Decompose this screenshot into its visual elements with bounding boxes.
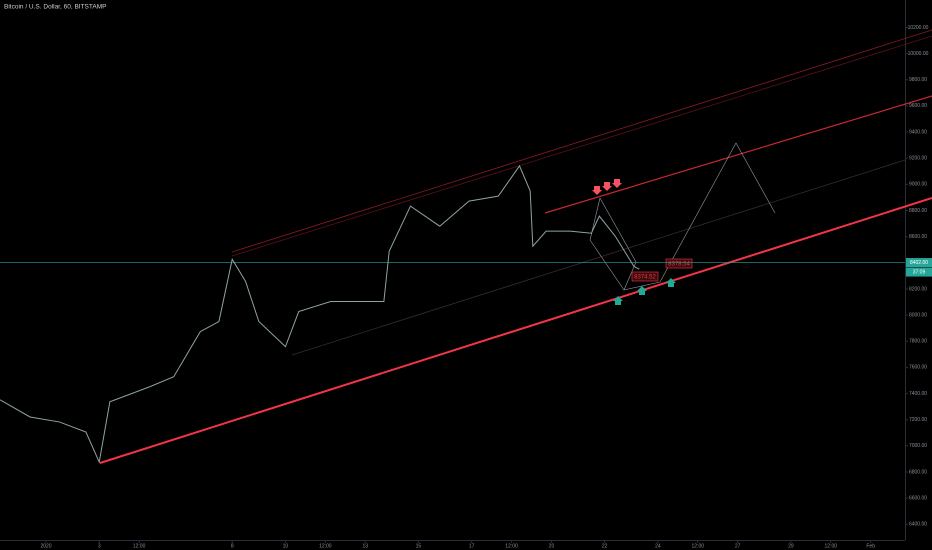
y-tick-label: 9200.00 (909, 156, 927, 162)
chart-title: Bitcoin / U.S. Dollar, 60, BITSTAMP (4, 4, 106, 11)
y-tick-label: 6600.00 (909, 495, 927, 501)
y-tick-label: 8600.00 (909, 234, 927, 240)
y-tick-label: 9800.00 (909, 77, 927, 83)
sell-arrows (592, 179, 622, 195)
y-tick-label: 10200.00 (908, 25, 929, 31)
x-tick-label: Feb (866, 543, 875, 549)
x-tick-label: 17 (469, 543, 475, 549)
x-tick-label: 12:00 (692, 543, 705, 549)
y-tick-label: 7800.00 (909, 339, 927, 345)
countdown: 37:09 (913, 269, 926, 275)
y-tick-label: 10000.00 (908, 51, 929, 57)
y-tick-label: 7400.00 (909, 391, 927, 397)
y-tick-label: 6400.00 (909, 522, 927, 528)
channel-line (544, 95, 932, 214)
x-tick-label: 29 (788, 543, 794, 549)
y-tick-label: 7600.00 (909, 365, 927, 371)
annotation-box (631, 271, 659, 282)
x-tick-label: 13 (362, 543, 368, 549)
annotation: 8378.54 (668, 262, 690, 268)
price-label-box (906, 258, 932, 268)
x-tick-label: 10 (283, 543, 289, 549)
x-tick-label: 12:00 (133, 543, 146, 549)
y-tick-label: 7200.00 (909, 417, 927, 423)
buy-arrows (613, 278, 676, 305)
y-tick-label: 8800.00 (909, 208, 927, 214)
x-tick-label: 2020 (40, 543, 51, 549)
y-tick-label: 6800.00 (909, 469, 927, 475)
x-tick-label: 27 (735, 543, 741, 549)
x-tick-label: 22 (602, 543, 608, 549)
x-tick-label: 12:00 (319, 543, 332, 549)
x-tick-label: 12:00 (825, 543, 838, 549)
price-series (0, 164, 640, 464)
x-tick-label: 15 (416, 543, 422, 549)
annotation: 8374.52 (634, 275, 656, 281)
price-label: 8402.00 (910, 260, 928, 266)
x-tick-label: 3 (98, 543, 101, 549)
annotation-box (665, 258, 693, 269)
channel-line (231, 35, 932, 257)
countdown-box (906, 267, 932, 277)
x-tick-label: 12:00 (505, 543, 518, 549)
x-tick-label: 8 (231, 543, 234, 549)
y-tick-label: 8200.00 (909, 286, 927, 292)
channel-midline (291, 159, 906, 356)
y-tick-label: 9000.00 (909, 182, 927, 188)
trendline-support (99, 197, 932, 464)
y-tick-label: 9400.00 (909, 129, 927, 135)
y-tick-label: 8000.00 (909, 312, 927, 318)
y-tick-label: 7000.00 (909, 443, 927, 449)
x-tick-label: 20 (549, 543, 555, 549)
y-tick-label: 9600.00 (909, 103, 927, 109)
x-tick-label: 24 (655, 543, 661, 549)
channel-line (231, 29, 932, 253)
projection-path (589, 197, 625, 291)
